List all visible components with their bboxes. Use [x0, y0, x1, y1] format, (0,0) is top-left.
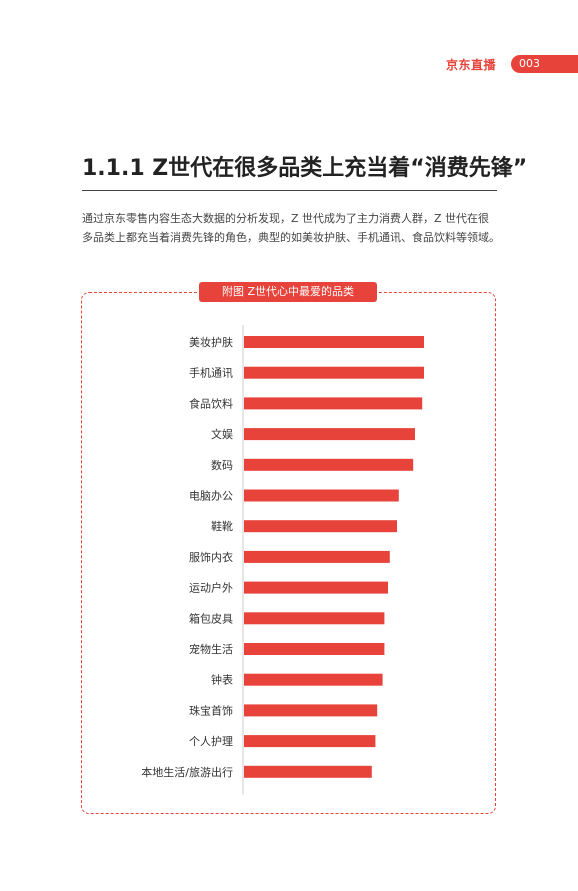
bar [244, 643, 385, 655]
category-label: 文娱 [211, 427, 233, 441]
category-label: 珠宝首饰 [189, 703, 233, 717]
category-label: 手机通讯 [189, 366, 233, 380]
bar [244, 366, 424, 379]
bar [244, 612, 385, 625]
bar [244, 735, 376, 748]
page-number: 003 [511, 55, 578, 73]
category-label: 运动户外 [189, 581, 233, 595]
bar [244, 458, 414, 471]
bar [244, 489, 399, 502]
bar [244, 550, 390, 563]
category-label: 鞋靴 [211, 519, 233, 533]
bar [244, 581, 388, 594]
bar [244, 673, 383, 686]
bar [244, 765, 372, 778]
brand-logo: 京东直播 [446, 58, 497, 72]
category-label: 数码 [211, 459, 233, 472]
category-label: 箱包皮具 [189, 611, 233, 625]
category-label: 宠物生活 [189, 642, 233, 656]
bar [244, 336, 424, 348]
bar [244, 704, 378, 717]
bar-chart: 美妆护肤手机通讯食品饮料文娱数码电脑办公鞋靴服饰内衣运动户外箱包皮具宠物生活钟表… [141, 325, 424, 795]
category-label: 电脑办公 [189, 490, 233, 503]
bar [244, 428, 415, 441]
chart-title: 附图 Z世代心中最爱的品类 [199, 282, 377, 302]
category-label: 美妆护肤 [189, 335, 233, 349]
bar [244, 397, 423, 410]
category-label: 本地生活/旅游出行 [141, 765, 233, 779]
title-divider [82, 190, 497, 191]
bar [244, 520, 397, 533]
category-label: 服饰内衣 [189, 550, 233, 564]
intro-paragraph: 通过京东零售内容生态大数据的分析发现，Z 世代成为了主力消费人群，Z 世代在很多… [82, 212, 500, 244]
category-label: 个人护理 [189, 734, 233, 748]
category-label: 食品饮料 [189, 396, 233, 410]
category-label: 钟表 [211, 673, 233, 687]
section-title: 1.1.1 Z世代在很多品类上充当着“消费先锋” [82, 156, 528, 181]
